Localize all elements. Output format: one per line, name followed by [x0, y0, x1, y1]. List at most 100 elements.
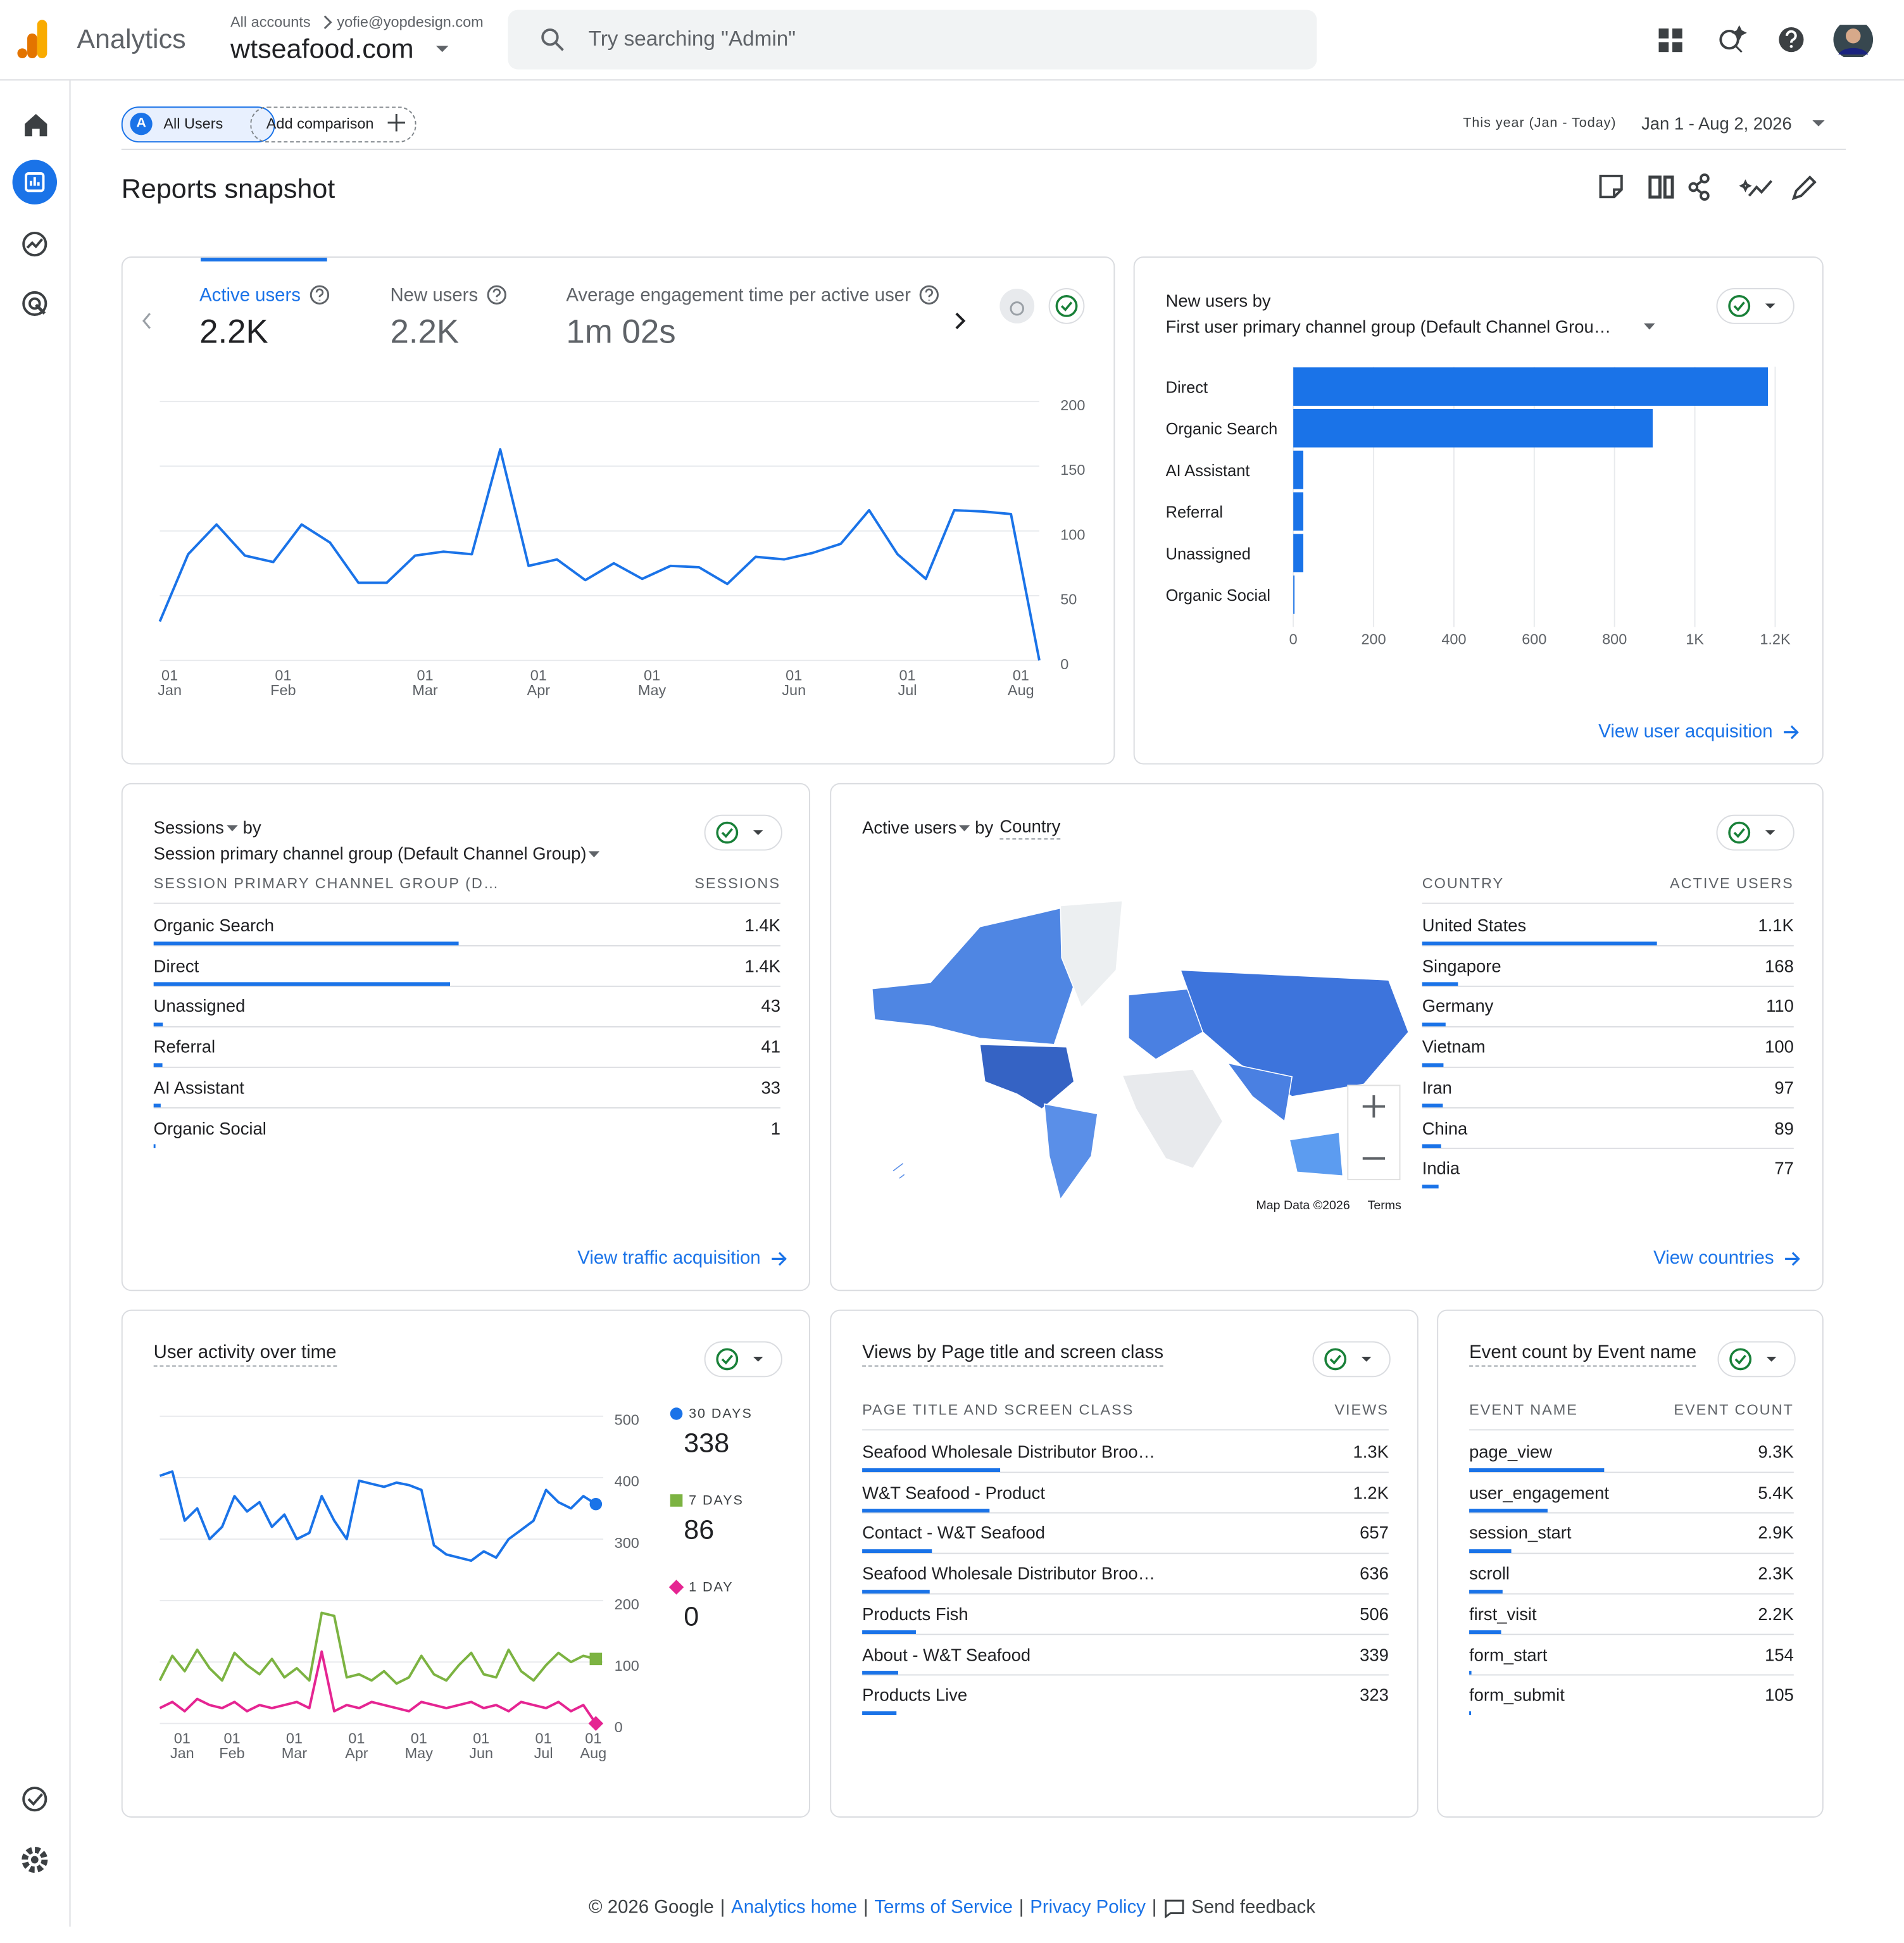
- row-value: 43: [761, 996, 780, 1016]
- x-tick-label: 01: [411, 1730, 427, 1747]
- card-link[interactable]: View countries: [1653, 1247, 1774, 1269]
- row-label: Seafood Wholesale Distributor Broo…: [862, 1563, 1156, 1583]
- help-mark: [925, 288, 934, 301]
- card-title[interactable]: Active users: [862, 817, 957, 838]
- feedback-link[interactable]: Send feedback: [1191, 1897, 1316, 1918]
- row-value: 33: [761, 1077, 780, 1097]
- check-mark: [1733, 828, 1745, 838]
- x-tick-label: 1K: [1686, 631, 1704, 648]
- top-bar: [0, 0, 1904, 81]
- x-tick-label: Apr: [527, 682, 551, 698]
- row-bar: [862, 1549, 932, 1553]
- kpi-value: 2.2K: [390, 313, 460, 351]
- kpi-label[interactable]: Average engagement time per active user: [566, 285, 911, 306]
- y-tick-label: Direct: [1166, 379, 1208, 396]
- status-menu[interactable]: [704, 1341, 782, 1378]
- card-link[interactable]: View user acquisition: [1598, 721, 1773, 743]
- y-tick-label: AI Assistant: [1166, 462, 1250, 480]
- add-comparison[interactable]: [250, 106, 416, 143]
- card-subtitle[interactable]: Session primary channel group (Default C…: [153, 843, 587, 864]
- row-label: About - W&T Seafood: [862, 1644, 1031, 1664]
- y-tick-label: 150: [1060, 462, 1085, 478]
- x-tick-label: May: [405, 1745, 434, 1761]
- x-tick-label: Jan: [170, 1745, 194, 1761]
- bar: [1293, 450, 1304, 489]
- breadcrumb[interactable]: All accounts: [230, 13, 311, 31]
- map-credit[interactable]: Terms: [1367, 1199, 1401, 1213]
- feedback-glyph: [1164, 1899, 1184, 1918]
- map-credit: Map Data ©2026: [1256, 1199, 1350, 1213]
- row-bar: [1422, 1104, 1443, 1108]
- row-label: Vietnam: [1422, 1036, 1486, 1057]
- x-tick-label: 01: [416, 667, 433, 683]
- status-menu[interactable]: [704, 814, 782, 851]
- x-tick-label: 01: [473, 1730, 489, 1747]
- sidebar[interactable]: [10, 104, 62, 1876]
- row-bar: [1469, 1630, 1501, 1634]
- card-title[interactable]: Sessions: [153, 817, 224, 838]
- y-tick-label: 300: [615, 1535, 639, 1551]
- page-title: Reports snapshot: [121, 173, 335, 204]
- date-range[interactable]: Jan 1 - Aug 2, 2026: [1641, 113, 1792, 134]
- row-bar: [153, 941, 459, 946]
- page-actions[interactable]: [1598, 172, 1827, 204]
- row-value: 154: [1765, 1644, 1794, 1664]
- metric-caret: [227, 825, 238, 832]
- header-actions[interactable]: [1658, 25, 1893, 58]
- status-menu[interactable]: [1716, 288, 1794, 324]
- y-tick-label: Referral: [1166, 504, 1223, 522]
- status-menu[interactable]: [1717, 1341, 1796, 1378]
- x-tick-label: 01: [275, 667, 291, 683]
- row-value: 100: [1765, 1036, 1794, 1057]
- caret: [435, 46, 449, 53]
- date-caret[interactable]: [1812, 120, 1825, 128]
- bar: [1293, 409, 1653, 448]
- card-graphics: [871, 814, 1800, 1266]
- bar: [1293, 534, 1304, 572]
- legend-swatch: [670, 1494, 683, 1507]
- check-circle: [1728, 821, 1751, 844]
- status-menu[interactable]: [1312, 1341, 1391, 1378]
- check-circle: [716, 1348, 739, 1371]
- map-region: [1226, 1062, 1293, 1122]
- footer-link[interactable]: Privacy Policy: [1030, 1897, 1146, 1918]
- card-graphics: 010020030040050001Jan01Feb01Mar01Apr01Ma…: [158, 1341, 782, 1761]
- row-label: AI Assistant: [153, 1077, 244, 1097]
- row-bar: [1469, 1509, 1548, 1512]
- y-tick-label: 500: [615, 1412, 639, 1428]
- row-label: Singapore: [1422, 955, 1501, 976]
- card-title[interactable]: Country: [999, 816, 1061, 839]
- search-box[interactable]: [508, 9, 1317, 70]
- card-link[interactable]: View traffic acquisition: [577, 1247, 761, 1269]
- pill-caret: [1361, 1356, 1372, 1362]
- y-tick-label: 100: [615, 1657, 639, 1674]
- card-title: Event count by Event name: [1469, 1342, 1697, 1367]
- x-tick-label: Aug: [580, 1745, 606, 1761]
- kpi-label[interactable]: New users: [390, 285, 479, 306]
- property[interactable]: wtseafood.com: [230, 33, 414, 65]
- separator: |: [863, 1897, 868, 1918]
- segment-name: All Users: [163, 115, 223, 133]
- column-header: VIEWS: [1334, 1401, 1389, 1419]
- link-arrow: [772, 1252, 787, 1266]
- row-label: Organic Social: [153, 1117, 266, 1138]
- row-label: Organic Search: [153, 915, 275, 935]
- insight-icon: [999, 288, 1035, 324]
- y-tick-label: Organic Search: [1166, 420, 1278, 438]
- row-label: Products Live: [862, 1685, 968, 1705]
- row-label: form_submit: [1469, 1685, 1565, 1705]
- row-value: 1.4K: [744, 915, 780, 935]
- x-tick-label: Jun: [782, 682, 806, 698]
- row-value: 41: [761, 1036, 780, 1057]
- dim-caret: [588, 851, 600, 858]
- card-graphics: [862, 1341, 1391, 1715]
- card-subtitle[interactable]: First user primary channel group (Defaul…: [1165, 317, 1612, 337]
- y-tick-label: 400: [615, 1473, 639, 1490]
- status-menu[interactable]: [1716, 814, 1794, 851]
- kpi-label[interactable]: Active users: [199, 285, 301, 306]
- y-tick-label: Organic Social: [1166, 587, 1270, 605]
- footer-link[interactable]: Terms of Service: [874, 1897, 1013, 1918]
- insight-glyph: [1010, 301, 1024, 316]
- footer-link[interactable]: Analytics home: [731, 1897, 858, 1918]
